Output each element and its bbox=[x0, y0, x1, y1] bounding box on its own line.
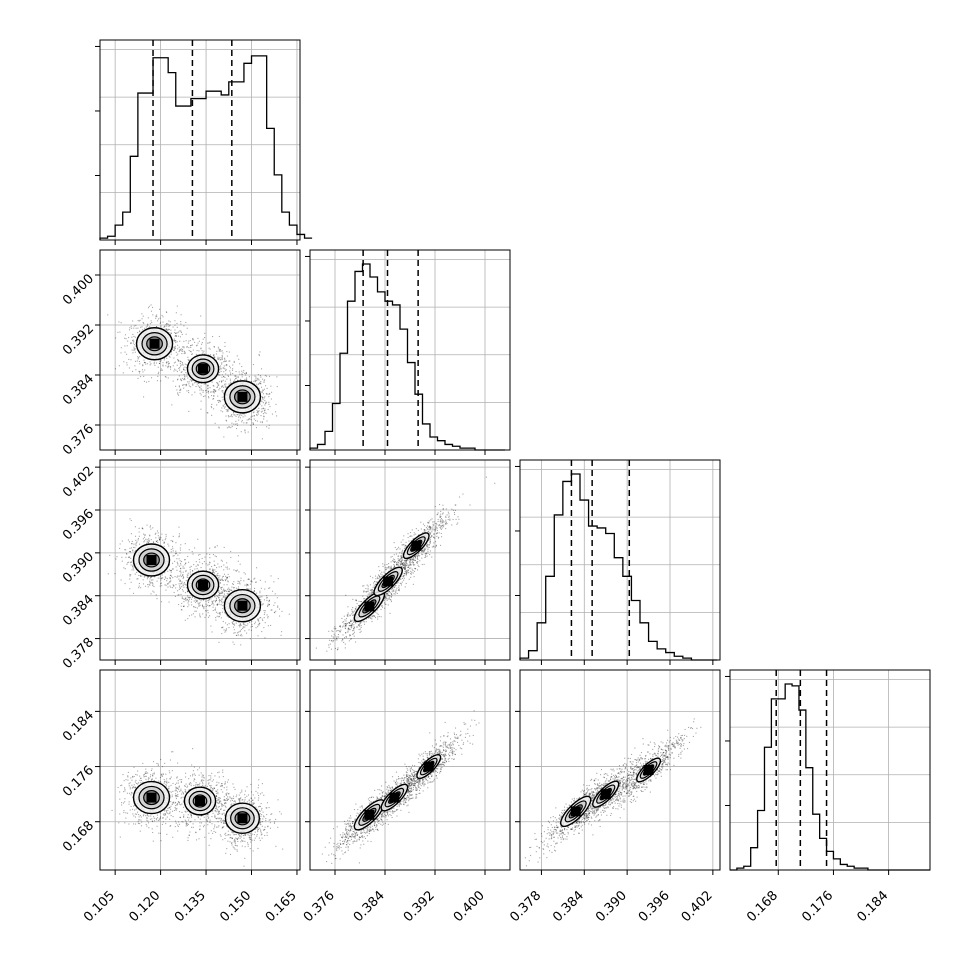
x-tick-label: 0.396 bbox=[636, 888, 673, 925]
x-tick-label: 0.384 bbox=[351, 888, 388, 925]
axes-frame bbox=[729, 669, 931, 871]
x-tick-label: 0.184 bbox=[855, 888, 892, 925]
density-peak bbox=[146, 555, 157, 565]
density-peak bbox=[149, 338, 160, 349]
density-peak bbox=[237, 391, 248, 402]
x-tick-label: 0.176 bbox=[799, 888, 836, 925]
x-tick-label: 0.105 bbox=[81, 888, 118, 925]
density-peak bbox=[643, 765, 654, 775]
axes-frame bbox=[99, 39, 301, 241]
y-tick-label: 0.176 bbox=[60, 763, 97, 800]
x-tick-label: 0.390 bbox=[593, 888, 630, 925]
density-peak bbox=[195, 796, 205, 807]
density-peak bbox=[198, 580, 209, 590]
density-peak bbox=[389, 792, 400, 803]
panel-2-0: 0.378 0.384 0.390 0.396 0.402 bbox=[60, 459, 301, 672]
density-peak bbox=[570, 806, 581, 817]
density-peak bbox=[237, 600, 248, 611]
density-peak bbox=[364, 601, 375, 612]
density-peak bbox=[411, 540, 422, 551]
panel-1-0: 0.376 0.384 0.392 0.400 bbox=[60, 249, 301, 458]
y-tick-label: 0.392 bbox=[60, 321, 97, 358]
panel-1-1 bbox=[305, 249, 511, 455]
histogram-step bbox=[99, 55, 313, 240]
x-tick-label: 0.168 bbox=[744, 888, 781, 925]
y-tick-label: 0.378 bbox=[60, 635, 97, 672]
axes-frame bbox=[309, 249, 511, 451]
histogram-step bbox=[309, 263, 505, 451]
axes-frame bbox=[99, 249, 301, 451]
density-peak bbox=[146, 792, 157, 803]
x-tick-label: 0.384 bbox=[550, 888, 587, 925]
histogram-step bbox=[730, 683, 930, 871]
density-peak bbox=[423, 761, 434, 772]
x-tick-label: 0.402 bbox=[679, 888, 716, 925]
y-tick-label: 0.384 bbox=[60, 371, 97, 408]
density-peak bbox=[383, 576, 394, 587]
density-peak bbox=[198, 363, 209, 374]
panel-3-2: 0.378 0.384 0.390 0.396 0.402 bbox=[507, 669, 721, 925]
x-tick-label: 0.135 bbox=[172, 888, 209, 925]
y-tick-label: 0.384 bbox=[60, 592, 97, 629]
panel-3-0: 0.105 0.120 0.135 0.150 0.165 0.168 0.176 0.184 bbox=[60, 669, 301, 925]
x-tick-label: 0.376 bbox=[301, 888, 338, 925]
scatter-points bbox=[315, 476, 496, 652]
x-tick-label: 0.120 bbox=[127, 888, 164, 925]
axes-frame bbox=[309, 459, 511, 661]
panel-3-3: 0.168 0.176 0.184 bbox=[725, 669, 931, 925]
y-tick-label: 0.402 bbox=[60, 464, 97, 501]
y-tick-label: 0.400 bbox=[60, 271, 97, 308]
axes-frame bbox=[99, 459, 301, 661]
axes-frame bbox=[99, 669, 301, 871]
y-tick-label: 0.376 bbox=[60, 421, 97, 458]
x-tick-label: 0.400 bbox=[451, 888, 488, 925]
y-tick-label: 0.390 bbox=[60, 549, 97, 586]
x-tick-label: 0.392 bbox=[401, 888, 438, 925]
histogram-step bbox=[519, 473, 718, 661]
axes-frame bbox=[309, 669, 511, 871]
axes-frame bbox=[519, 669, 721, 871]
y-tick-label: 0.396 bbox=[60, 506, 97, 543]
y-tick-label: 0.184 bbox=[60, 708, 97, 745]
panel-3-1: 0.376 0.384 0.392 0.400 bbox=[301, 669, 511, 925]
panel-2-1 bbox=[305, 459, 511, 665]
x-tick-label: 0.378 bbox=[507, 888, 544, 925]
x-tick-label: 0.165 bbox=[263, 888, 300, 925]
y-tick-label: 0.168 bbox=[60, 818, 97, 855]
panel-2-2 bbox=[515, 459, 721, 665]
density-peak bbox=[364, 809, 375, 820]
panel-0-0 bbox=[95, 39, 313, 245]
x-tick-label: 0.150 bbox=[217, 888, 254, 925]
axes-frame bbox=[519, 459, 721, 661]
density-peak bbox=[600, 789, 611, 800]
density-peak bbox=[237, 813, 248, 824]
